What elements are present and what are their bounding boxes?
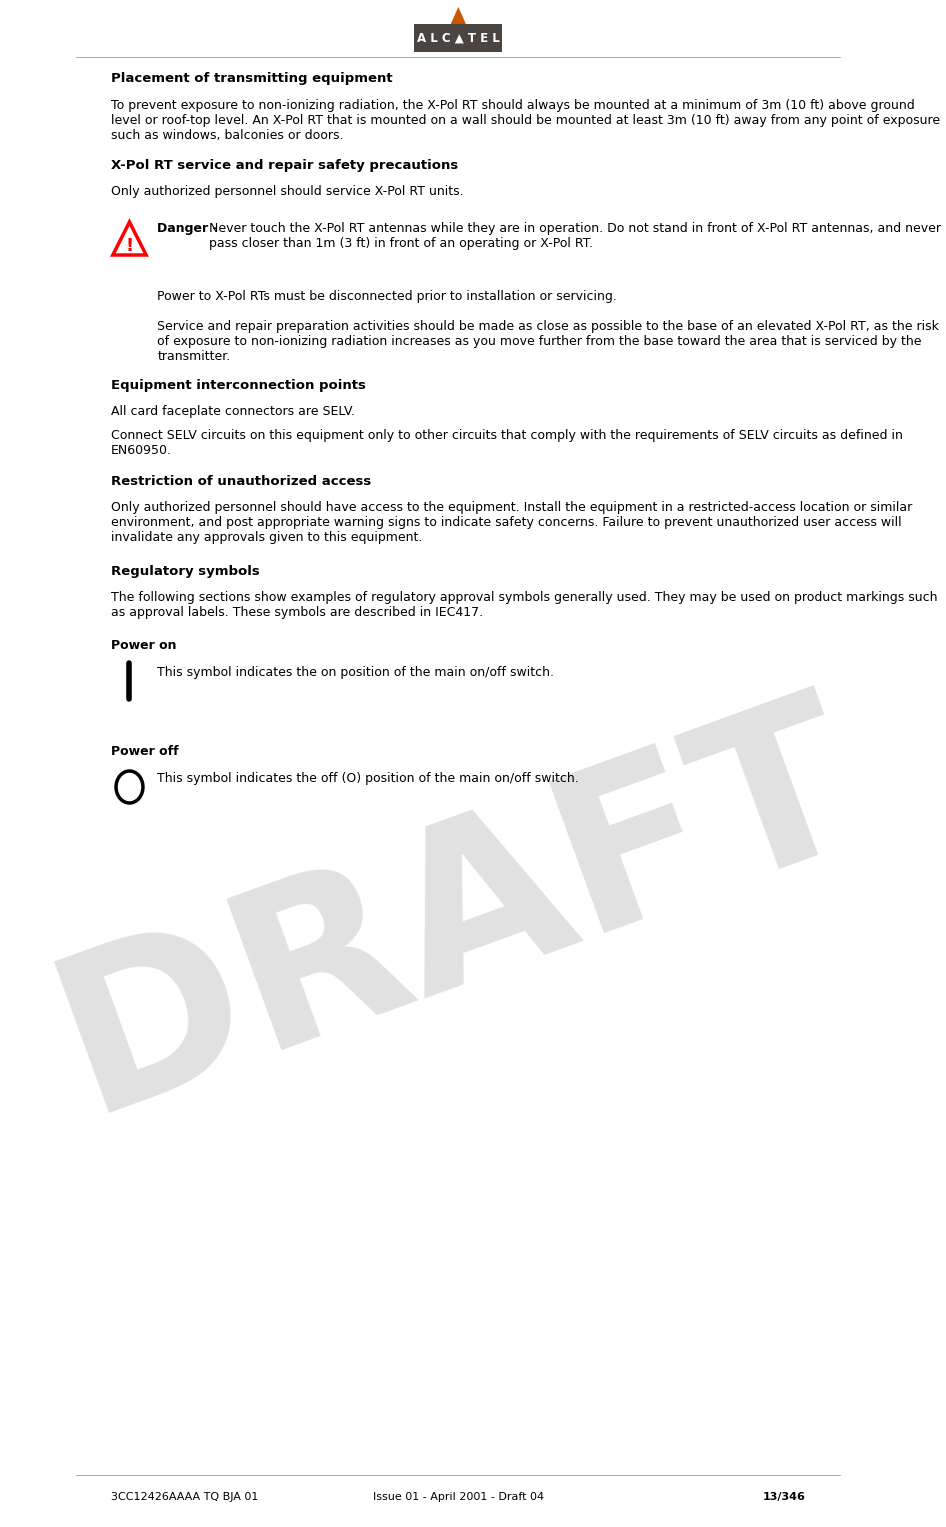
Text: Power to X-Pol RTs must be disconnected prior to installation or servicing.: Power to X-Pol RTs must be disconnected … (157, 290, 617, 302)
FancyBboxPatch shape (414, 24, 502, 52)
Text: Connect SELV circuits on this equipment only to other circuits that comply with : Connect SELV circuits on this equipment … (111, 429, 902, 457)
Text: Placement of transmitting equipment: Placement of transmitting equipment (111, 72, 393, 86)
Text: DRAFT: DRAFT (31, 670, 885, 1156)
Text: Never touch the X-Pol RT antennas while they are in operation. Do not stand in f: Never touch the X-Pol RT antennas while … (209, 221, 940, 250)
Text: The following sections show examples of regulatory approval symbols generally us: The following sections show examples of … (111, 591, 937, 618)
Text: X-Pol RT service and repair safety precautions: X-Pol RT service and repair safety preca… (111, 159, 458, 173)
Text: 13/346: 13/346 (762, 1492, 806, 1503)
Text: Power off: Power off (111, 745, 179, 757)
Text: Equipment interconnection points: Equipment interconnection points (111, 379, 366, 392)
Text: This symbol indicates the off (O) position of the main on/off switch.: This symbol indicates the off (O) positi… (157, 773, 579, 785)
Text: Power on: Power on (111, 638, 177, 652)
Text: Regulatory symbols: Regulatory symbols (111, 565, 260, 579)
Text: Restriction of unauthorized access: Restriction of unauthorized access (111, 475, 371, 489)
Text: This symbol indicates the on position of the main on/off switch.: This symbol indicates the on position of… (157, 666, 554, 680)
Text: All card faceplate connectors are SELV.: All card faceplate connectors are SELV. (111, 405, 355, 418)
Text: Issue 01 - April 2001 - Draft 04: Issue 01 - April 2001 - Draft 04 (373, 1492, 544, 1503)
Text: A L C ▲ T E L: A L C ▲ T E L (417, 32, 499, 44)
Text: Service and repair preparation activities should be made as close as possible to: Service and repair preparation activitie… (157, 321, 939, 363)
Text: 3CC12426AAAA TQ BJA 01: 3CC12426AAAA TQ BJA 01 (111, 1492, 258, 1503)
Text: Only authorized personnel should have access to the equipment. Install the equip: Only authorized personnel should have ac… (111, 501, 912, 544)
Polygon shape (113, 221, 146, 255)
Text: Only authorized personnel should service X-Pol RT units.: Only authorized personnel should service… (111, 185, 464, 199)
Text: !: ! (126, 237, 133, 255)
Text: Danger -: Danger - (157, 221, 222, 235)
Polygon shape (450, 8, 466, 24)
Text: To prevent exposure to non-ionizing radiation, the X-Pol RT should always be mou: To prevent exposure to non-ionizing radi… (111, 99, 940, 142)
